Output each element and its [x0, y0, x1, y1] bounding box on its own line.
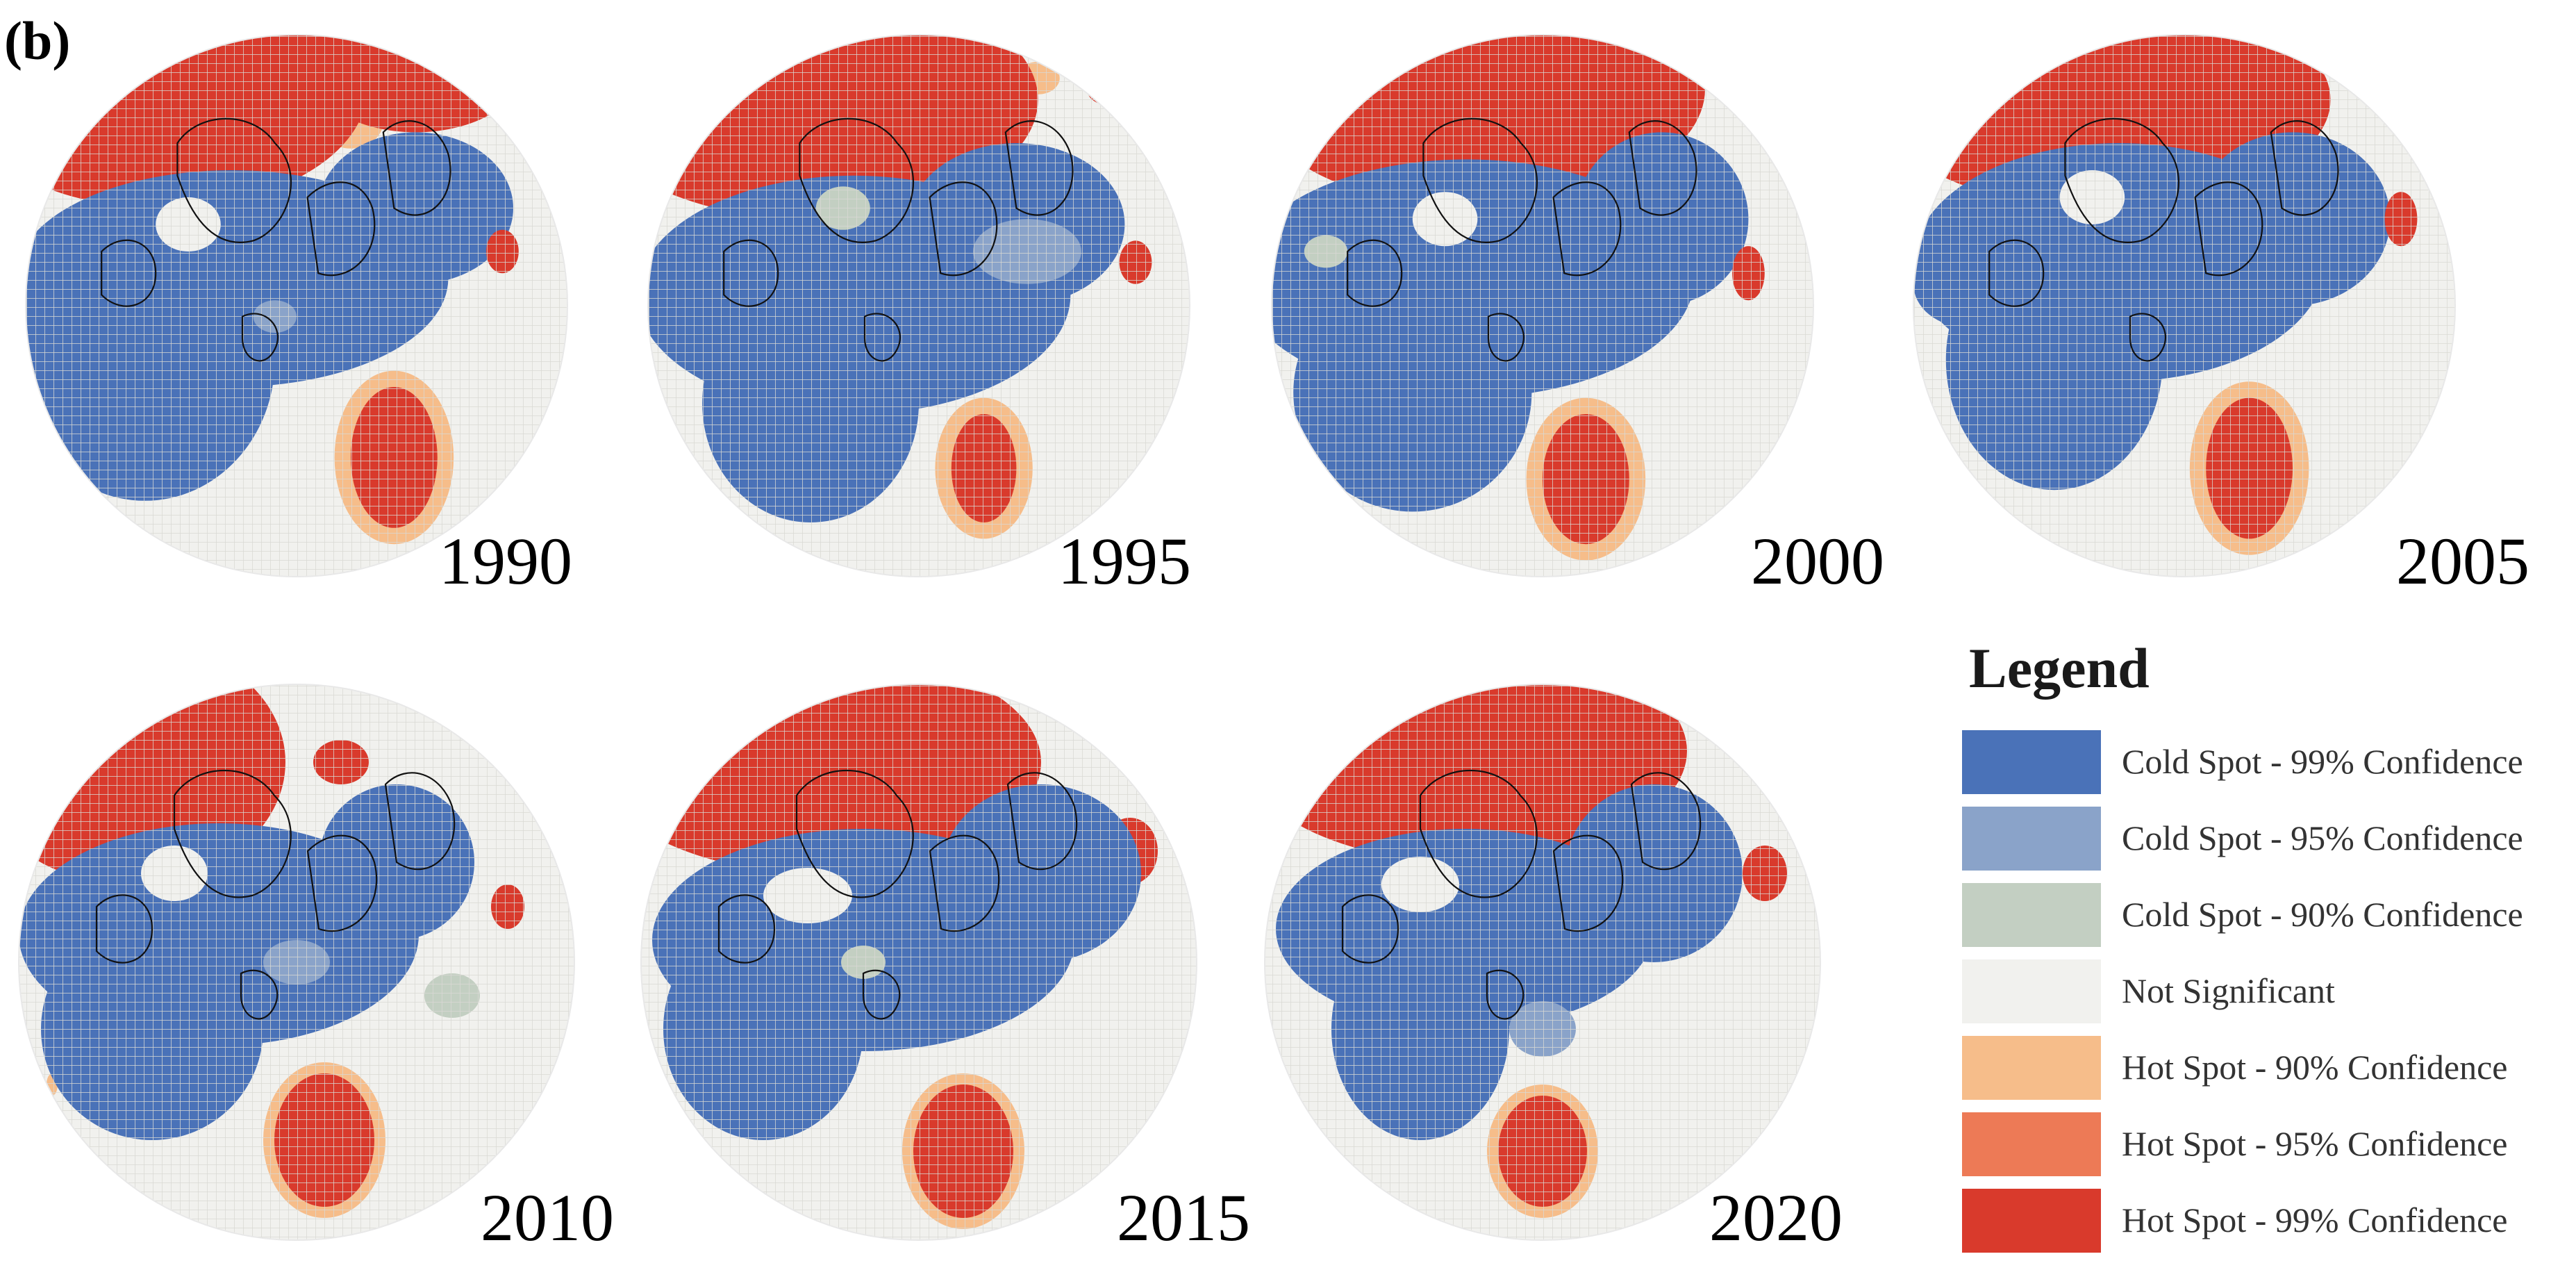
coastline-outline [1422, 117, 1538, 243]
coastline-outline [2064, 117, 2180, 243]
map-panel-2010: 2010 [8, 650, 614, 1275]
grid-overlay [1913, 35, 2455, 577]
map-boundary [25, 34, 568, 577]
hotspot-map-2020 [1264, 684, 1821, 1241]
coastline-outline [723, 239, 779, 307]
legend-swatch [1962, 730, 2101, 794]
legend-item-not-significant: Not Significant [1962, 955, 2576, 1032]
coastline-outline [717, 894, 776, 964]
grid-overlay [641, 684, 1197, 1240]
grid-overlay [19, 684, 574, 1240]
coastline-outline [173, 769, 292, 898]
coastline-outline [1552, 181, 1622, 277]
grid-overlay [26, 35, 567, 577]
legend-label: Not Significant [2122, 971, 2335, 1010]
year-label: 2005 [2396, 524, 2529, 598]
coastline-outline [1486, 969, 1524, 1020]
map-boundary [640, 684, 1197, 1241]
map-panel-2005: 2005 [1896, 0, 2529, 611]
legend-label: Cold Spot - 95% Confidence [2122, 818, 2523, 857]
map-boundary [1913, 34, 2456, 577]
coastline-outline [929, 834, 1000, 932]
coastline-outline [1988, 239, 2045, 307]
legend-swatch [1962, 807, 2101, 871]
grid-overlay [648, 35, 1190, 577]
legend-item-hot-95: Hot Spot - 95% Confidence [1962, 1108, 2576, 1185]
legend-swatch [1962, 1112, 2101, 1176]
hotspot-map-1990 [25, 34, 568, 577]
coastline-outline [101, 239, 157, 307]
coastline-outline [1004, 120, 1074, 216]
map-boundary [18, 684, 575, 1241]
hotspot-map-1995 [647, 34, 1190, 577]
legend-title: Legend [1969, 636, 2150, 700]
map-panel-1995: 1995 [631, 0, 1214, 611]
coastline-outline [384, 772, 456, 871]
coastline-outline [929, 181, 998, 277]
coastline-outline [382, 120, 451, 216]
coastline-outline [862, 969, 901, 1020]
legend-item-cold-99: Cold Spot - 99% Confidence [1962, 726, 2576, 802]
grid-overlay [1265, 684, 1820, 1240]
coastline-outline [799, 117, 915, 243]
legend-item-cold-95: Cold Spot - 95% Confidence [1962, 802, 2576, 879]
map-panel-2020: 2020 [1254, 650, 1843, 1275]
year-label: 2020 [1709, 1180, 1843, 1255]
hotspot-map-2010 [18, 684, 575, 1241]
coastline-outline [306, 181, 376, 277]
coastline-outline [1341, 894, 1399, 964]
coastline-outline [1006, 772, 1078, 871]
legend-item-hot-99: Hot Spot - 99% Confidence [1962, 1185, 2576, 1261]
year-label: 2010 [481, 1180, 614, 1255]
coastline-outline [1347, 239, 1403, 307]
legend-label: Cold Spot - 90% Confidence [2122, 895, 2523, 934]
legend-swatch [1962, 1189, 2101, 1253]
map-boundary [647, 34, 1190, 577]
coastline-outline [2194, 181, 2263, 277]
coastline-outline [2129, 313, 2167, 362]
year-label: 1995 [1058, 524, 1191, 598]
coastline-outline [1419, 769, 1538, 898]
coastline-outline [795, 769, 914, 898]
coastline-outline [1552, 834, 1624, 932]
legend-item-cold-90: Cold Spot - 90% Confidence [1962, 879, 2576, 955]
coastline-outline [240, 969, 279, 1020]
coastline-outline [1487, 313, 1525, 362]
legend-item-hot-90: Hot Spot - 90% Confidence [1962, 1032, 2576, 1108]
map-panel-2015: 2015 [631, 650, 1250, 1275]
grid-overlay [1272, 35, 1813, 577]
hotspot-map-2005 [1913, 34, 2456, 577]
coastline-outline [1628, 120, 1697, 216]
hotspot-map-2015 [640, 684, 1197, 1241]
hotspot-map-2000 [1271, 34, 1814, 577]
coastline-outline [1630, 772, 1702, 871]
coastline-outline [2270, 120, 2339, 216]
panel-label: (b) [4, 10, 71, 71]
coastline-outline [241, 313, 279, 362]
year-label: 2015 [1117, 1180, 1250, 1255]
legend-swatch [1962, 883, 2101, 947]
year-label: 1990 [439, 524, 572, 598]
coastline-outline [95, 894, 153, 964]
coastline-outline [306, 834, 378, 932]
legend-label: Hot Spot - 95% Confidence [2122, 1124, 2508, 1163]
map-boundary [1271, 34, 1814, 577]
legend-swatch [1962, 1036, 2101, 1100]
coastline-outline [863, 313, 901, 362]
hot-spot-region [1287, 1107, 1309, 1129]
coastline-outline [176, 117, 292, 243]
map-panel-2000: 2000 [1254, 0, 1884, 611]
hot-spot-region [1284, 1112, 1312, 1146]
legend-label: Hot Spot - 90% Confidence [2122, 1048, 2508, 1087]
legend-swatch [1962, 959, 2101, 1023]
year-label: 2000 [1751, 524, 1884, 598]
legend-label: Hot Spot - 99% Confidence [2122, 1201, 2508, 1239]
legend-label: Cold Spot - 99% Confidence [2122, 742, 2523, 781]
map-panel-1990: 1990 [8, 0, 592, 611]
map-boundary [1264, 684, 1821, 1241]
